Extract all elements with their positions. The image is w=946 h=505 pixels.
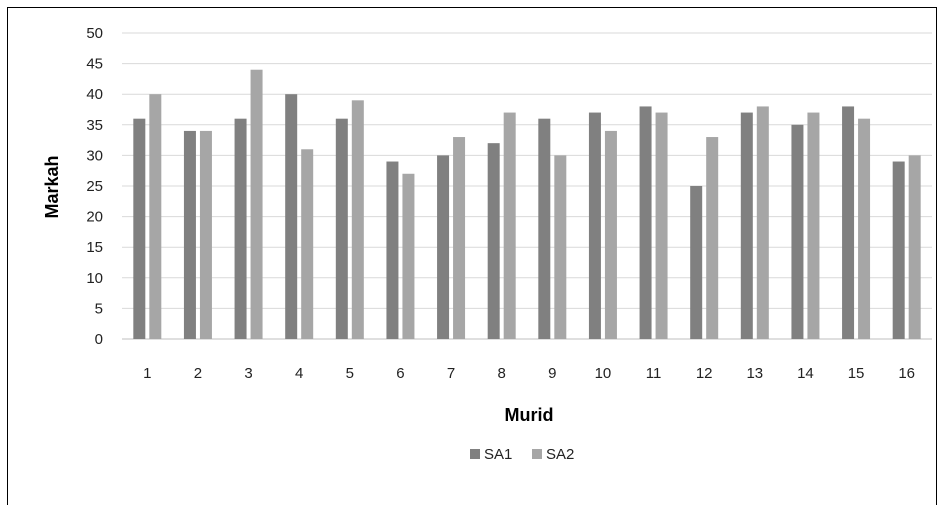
x-tick-label: 1 — [143, 365, 151, 382]
x-tick-label: 5 — [346, 365, 354, 382]
bar-sa2-3 — [250, 69, 263, 339]
y-tick-label: 10 — [86, 270, 103, 287]
y-tick-label: 35 — [86, 117, 103, 134]
bar-sa2-13 — [756, 106, 769, 339]
bar-sa1-1 — [133, 118, 146, 340]
y-tick-label: 40 — [86, 86, 103, 103]
bar-sa2-2 — [199, 130, 212, 339]
bar-sa1-12 — [690, 186, 703, 339]
x-tick-label: 13 — [746, 365, 763, 382]
bar-sa1-13 — [740, 112, 753, 339]
bar-sa2-5 — [351, 100, 364, 339]
bar-sa1-15 — [842, 106, 855, 339]
bar-sa2-8 — [503, 112, 516, 339]
bar-sa1-5 — [335, 118, 348, 340]
bar-sa1-16 — [892, 161, 905, 339]
y-tick-label: 45 — [86, 56, 103, 73]
bars — [133, 69, 921, 340]
bar-sa2-10 — [604, 130, 617, 339]
y-tick-label: 15 — [86, 239, 103, 256]
x-tick-label: 7 — [447, 365, 455, 382]
x-tick-labels: 1 2 3 4 5 6 7 8 9 10 11 12 13 14 15 16 — [143, 365, 915, 382]
x-tick-label: 8 — [498, 365, 506, 382]
y-axis-title: Markah — [42, 155, 62, 218]
bar-sa1-7 — [437, 155, 450, 339]
y-tick-label: 30 — [86, 147, 103, 164]
x-tick-label: 3 — [244, 365, 252, 382]
bar-sa2-12 — [706, 137, 719, 339]
chart-frame — [7, 7, 937, 505]
y-tick-label: 20 — [86, 209, 103, 226]
bar-sa1-3 — [234, 118, 247, 340]
bar-sa2-9 — [554, 155, 567, 339]
bar-sa1-10 — [588, 112, 601, 339]
bar-sa1-2 — [183, 130, 196, 339]
legend-swatch-sa2 — [532, 449, 542, 459]
x-tick-label: 6 — [396, 365, 404, 382]
bar-sa1-4 — [285, 94, 298, 339]
bar-sa2-4 — [301, 149, 314, 339]
y-tick-labels: 0 5 10 15 20 25 30 35 40 45 50 — [86, 25, 103, 348]
x-tick-label: 11 — [646, 365, 662, 382]
y-tick-label: 5 — [95, 300, 103, 317]
x-tick-label: 15 — [848, 365, 865, 382]
legend-swatch-sa1 — [470, 449, 480, 459]
x-tick-label: 14 — [797, 365, 814, 382]
bar-sa1-8 — [487, 143, 500, 339]
x-axis-title: Murid — [505, 405, 554, 425]
bar-sa2-11 — [655, 112, 668, 339]
x-tick-label: 9 — [548, 365, 556, 382]
bar-sa1-11 — [639, 106, 652, 339]
x-tick-label: 2 — [194, 365, 202, 382]
bar-sa1-9 — [538, 118, 551, 340]
bar-sa2-14 — [807, 112, 820, 339]
legend-label-sa1: SA1 — [484, 446, 512, 463]
legend: SA1 SA2 — [470, 446, 574, 463]
bar-sa2-6 — [402, 173, 415, 339]
y-tick-label: 25 — [86, 178, 103, 195]
y-tick-label: 0 — [95, 331, 103, 348]
bar-sa2-15 — [858, 118, 871, 340]
x-tick-label: 10 — [595, 365, 612, 382]
y-tick-label: 50 — [86, 25, 103, 42]
legend-label-sa2: SA2 — [546, 446, 574, 463]
bar-sa1-14 — [791, 124, 804, 339]
x-tick-label: 4 — [295, 365, 303, 382]
x-tick-label: 12 — [696, 365, 713, 382]
bar-sa2-7 — [453, 137, 466, 339]
bar-sa2-16 — [908, 155, 921, 339]
bar-sa1-6 — [386, 161, 399, 339]
x-tick-label: 16 — [898, 365, 915, 382]
bar-sa2-1 — [149, 94, 162, 339]
